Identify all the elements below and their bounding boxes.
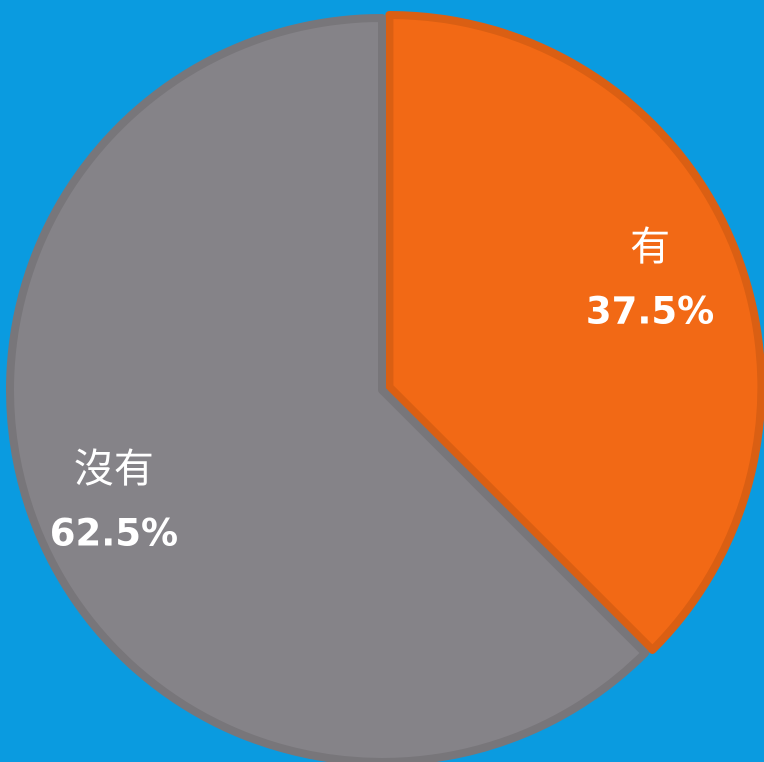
slice-label: 有 <box>630 224 670 270</box>
pie-slice <box>385 10 764 654</box>
value-label: 37.5% <box>586 289 714 332</box>
pie-slice <box>6 14 650 762</box>
slice-label: 沒有 <box>74 446 154 492</box>
value-label: 62.5% <box>50 512 178 555</box>
